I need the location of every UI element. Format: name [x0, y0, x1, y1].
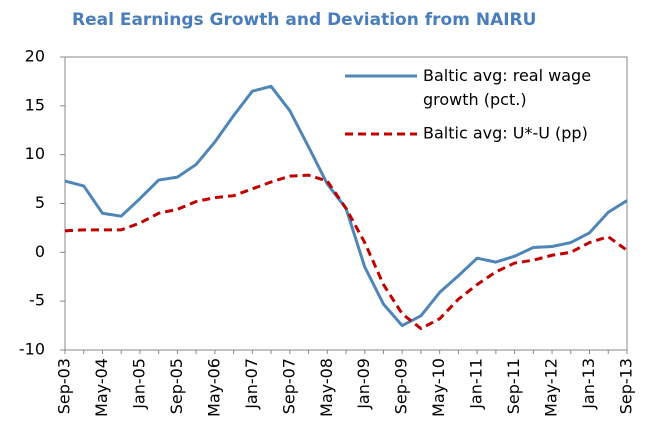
x-tick-label: Sep-03 — [55, 358, 74, 414]
x-tick-label: May-12 — [542, 358, 561, 417]
y-tick-label: 10 — [25, 144, 45, 163]
y-tick-label: 15 — [25, 95, 45, 114]
y-tick-label: -5 — [29, 291, 45, 310]
legend-line: growth (pct.) — [423, 90, 527, 109]
x-tick-label: Jan-11 — [467, 358, 486, 410]
y-tick-label: 0 — [35, 242, 45, 261]
x-tick-label: Sep-11 — [504, 358, 523, 414]
x-tick-label: May-08 — [317, 358, 336, 417]
x-tick-label: Sep-13 — [617, 358, 636, 414]
x-tick-label: Sep-09 — [392, 358, 411, 414]
y-tick-label: -10 — [19, 340, 45, 359]
x-tick-label: Sep-05 — [167, 358, 186, 414]
y-tick-label: 5 — [35, 193, 45, 212]
x-tick-label: May-06 — [204, 358, 223, 417]
x-tick-label: Jan-13 — [579, 358, 598, 410]
y-tick-label: 20 — [25, 47, 45, 66]
x-tick-label: Jan-05 — [129, 358, 148, 410]
x-tick-label: Jan-09 — [354, 358, 373, 410]
legend-label: Baltic avg: U*-U (pp) — [423, 124, 588, 143]
x-tick-label: May-04 — [92, 358, 111, 417]
series-line — [64, 173, 628, 331]
x-tick-label: Jan-07 — [242, 358, 261, 410]
legend-line: Baltic avg: real wage — [423, 66, 591, 85]
chart-title: Real Earnings Growth and Deviation from … — [72, 10, 536, 30]
legend-label: Baltic avg: real wage growth (pct.) — [423, 66, 591, 109]
plot-frame — [64, 56, 628, 351]
x-tick-label: Sep-07 — [279, 358, 298, 414]
x-tick-label: May-10 — [429, 358, 448, 417]
